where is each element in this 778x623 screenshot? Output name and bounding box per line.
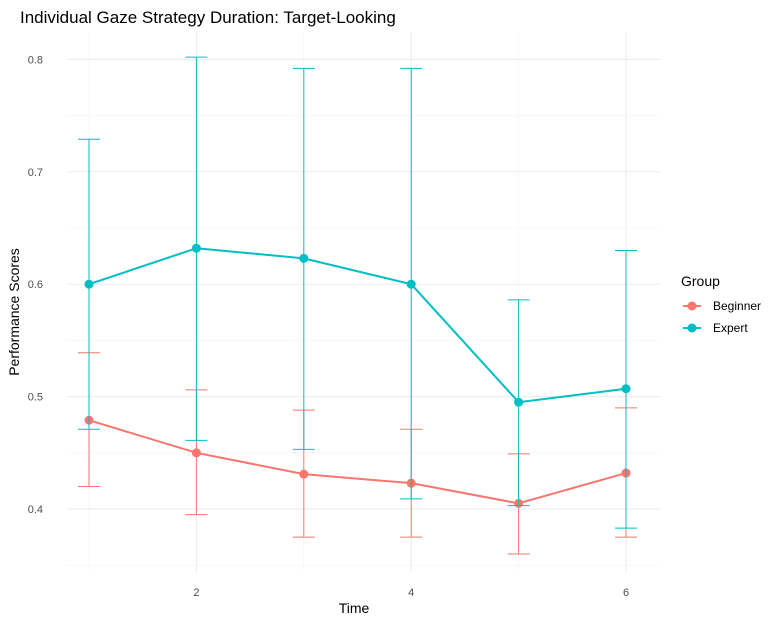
- data-point: [299, 253, 309, 263]
- data-point: [299, 469, 309, 479]
- data-point: [191, 243, 201, 253]
- series-line: [88, 419, 627, 505]
- y-tick-label: 0.4: [28, 504, 43, 516]
- data-point: [84, 279, 94, 289]
- y-tick-label: 0.7: [28, 167, 43, 179]
- x-axis-title: Time: [339, 600, 370, 616]
- y-tick-label: 0.6: [28, 279, 43, 291]
- data-point: [621, 384, 631, 394]
- data-point: [514, 397, 524, 407]
- legend-title: Group: [681, 273, 720, 289]
- y-tick-label: 0.5: [28, 392, 43, 404]
- series-beginner: [78, 352, 637, 555]
- legend: Group Beginner Expert: [681, 273, 761, 335]
- legend-label-expert: Expert: [713, 321, 748, 335]
- legend-label-beginner: Beginner: [713, 299, 761, 313]
- x-tick-label: 2: [193, 587, 199, 599]
- data-point: [191, 448, 201, 458]
- legend-key-point: [687, 301, 697, 311]
- plot-area: 0.4 0.5 0.6 0.7 0.8 2 4 6: [28, 32, 660, 599]
- data-point: [406, 279, 416, 289]
- x-tick-label: 4: [408, 587, 414, 599]
- x-tick-label: 6: [623, 587, 629, 599]
- chart-title: Individual Gaze Strategy Duration: Targe…: [20, 8, 396, 27]
- series-line: [88, 247, 627, 404]
- y-tick-label: 0.8: [28, 54, 43, 66]
- series-expert: [78, 56, 637, 529]
- legend-key-point: [687, 323, 697, 333]
- y-axis-title: Performance Scores: [6, 248, 22, 376]
